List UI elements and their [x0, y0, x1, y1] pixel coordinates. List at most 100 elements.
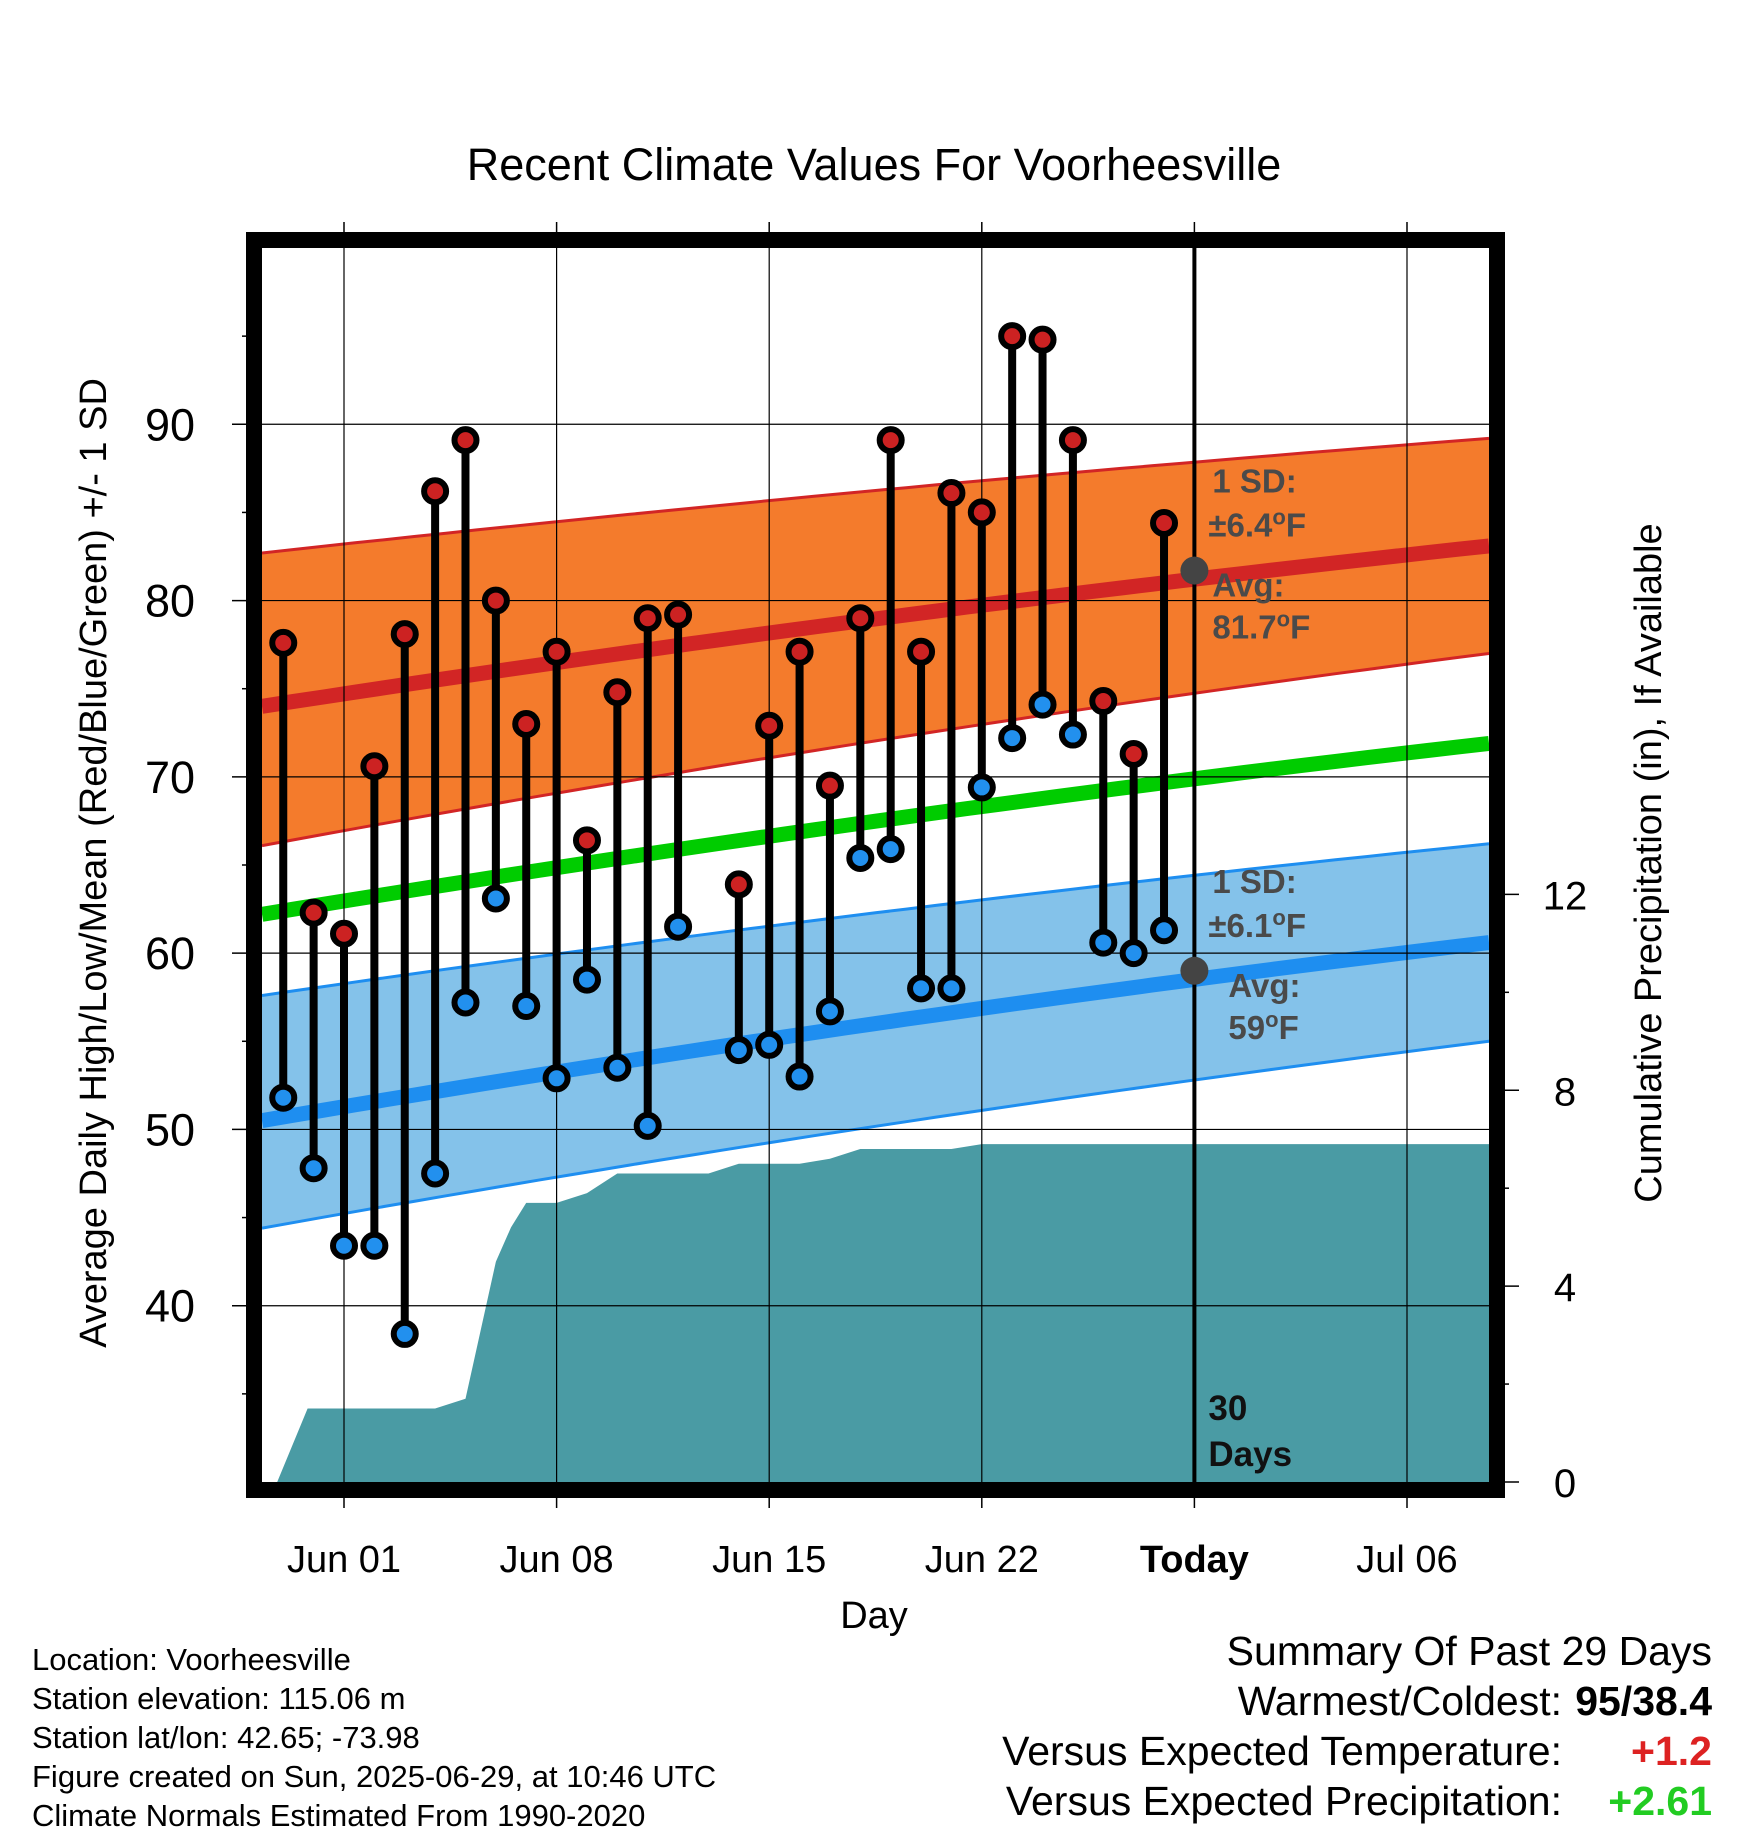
obs-low-point [724, 1036, 753, 1065]
x-tick-label: Jun 22 [925, 1539, 1039, 1581]
obs-high-point [330, 919, 359, 948]
obs-high-point [815, 771, 844, 800]
obs-high-point [724, 870, 753, 899]
days-label: Days [1208, 1435, 1292, 1474]
obs-high-point [1150, 509, 1179, 538]
precip-area [277, 1144, 1489, 1482]
y2-axis-label: Cumulative Precipitation (in), If Availa… [1628, 523, 1670, 1202]
obs-high-point [907, 637, 936, 666]
x-tick-label: Jun 08 [500, 1539, 614, 1581]
obs-low-point [846, 843, 875, 872]
low-sd-value: ±6.1oF [1208, 905, 1306, 944]
obs-low-point [967, 773, 996, 802]
high-avg-label: Avg: [1212, 567, 1284, 604]
obs-low-point [299, 1154, 328, 1183]
elevation-text: Station elevation: 115.06 m [32, 1681, 406, 1716]
days-count: 30 [1208, 1389, 1247, 1428]
y-tick-label: 90 [145, 399, 195, 450]
summary-precip-row: Versus Expected Precipitation: +2.61 [812, 1776, 1712, 1826]
y-tick-label: 40 [145, 1281, 195, 1332]
obs-low-point [360, 1231, 389, 1260]
obs-low-point [421, 1159, 450, 1188]
temp-label: Versus Expected Temperature: [1002, 1728, 1562, 1774]
obs-low-point [876, 835, 905, 864]
obs-high-point [937, 479, 966, 508]
obs-high-point [998, 322, 1027, 351]
obs-high-point [846, 604, 875, 633]
summary-panel: Summary Of Past 29 Days Warmest/Coldest:… [812, 1626, 1712, 1826]
obs-high-point [481, 586, 510, 615]
obs-high-point [299, 898, 328, 927]
obs-high-point [967, 498, 996, 527]
obs-high-point [1058, 426, 1087, 455]
obs-low-point [1119, 939, 1148, 968]
obs-high-point [512, 709, 541, 738]
y-tick-label: 80 [145, 576, 195, 627]
summary-warmest-row: Warmest/Coldest: 95/38.4 [812, 1676, 1712, 1726]
obs-low-point [269, 1083, 298, 1112]
obs-high-point [390, 620, 419, 649]
warmest-label: Warmest/Coldest: [1237, 1678, 1562, 1724]
created-text: Figure created on Sun, 2025-06-29, at 10… [32, 1759, 717, 1794]
obs-high-point [572, 826, 601, 855]
temp-value: +1.2 [1631, 1728, 1712, 1774]
obs-low-point [664, 912, 693, 941]
today-low-avg-marker [1180, 956, 1209, 985]
obs-low-point [1028, 690, 1057, 719]
obs-high-point [664, 600, 693, 629]
today-high-avg-marker [1180, 556, 1209, 585]
obs-low-point [1089, 928, 1118, 957]
high-avg-value: 81.7oF [1212, 607, 1310, 646]
y-tick-label: 50 [145, 1104, 195, 1155]
obs-low-point [785, 1062, 814, 1091]
obs-low-point [815, 997, 844, 1026]
y-axis-label: Average Daily High/Low/Mean (Red/Blue/Gr… [73, 378, 115, 1348]
obs-high-point [876, 426, 905, 455]
summary-title: Summary Of Past 29 Days [1226, 1628, 1712, 1674]
y-tick-label: 70 [145, 752, 195, 803]
normal-high-band [262, 438, 1489, 846]
obs-high-point [421, 477, 450, 506]
obs-high-point [269, 628, 298, 657]
obs-low-point [1058, 720, 1087, 749]
x-tick-label: Jul 06 [1356, 1539, 1457, 1581]
chart-title: Recent Climate Values For Voorheesville [467, 139, 1282, 190]
summary-temp-row: Versus Expected Temperature: +1.2 [812, 1726, 1712, 1776]
obs-high-point [451, 426, 480, 455]
obs-low-point [481, 884, 510, 913]
x-tick-label: Today [1140, 1539, 1249, 1581]
obs-high-point [1089, 687, 1118, 716]
warmest-value: 95/38.4 [1575, 1678, 1712, 1724]
obs-high-point [1119, 739, 1148, 768]
low-avg-value: 59oF [1228, 1007, 1298, 1046]
obs-high-point [360, 752, 389, 781]
location-text: Location: Voorheesville [32, 1642, 351, 1677]
obs-low-point [1150, 916, 1179, 945]
obs-low-point [572, 965, 601, 994]
obs-low-point [542, 1064, 571, 1093]
obs-high-point [785, 637, 814, 666]
y2-tick-label: 12 [1543, 874, 1588, 918]
y-tick-label: 60 [145, 928, 195, 979]
high-sd-label: 1 SD: [1212, 463, 1296, 500]
obs-high-point [1028, 325, 1057, 354]
obs-low-point [451, 988, 480, 1017]
normal-low-band [262, 843, 1489, 1229]
station-info: Location: Voorheesville Station elevatio… [32, 1640, 716, 1835]
obs-high-point [633, 604, 662, 633]
x-tick-label: Jun 15 [712, 1539, 826, 1581]
obs-high-point [603, 678, 632, 707]
obs-low-point [633, 1111, 662, 1140]
obs-low-point [390, 1319, 419, 1348]
normal-low-lower-line [262, 1039, 1489, 1230]
obs-low-point [755, 1030, 784, 1059]
high-sd-value: ±6.4oF [1208, 505, 1306, 544]
obs-low-point [937, 974, 966, 1003]
precip-value: +2.61 [1608, 1778, 1712, 1824]
normals-text: Climate Normals Estimated From 1990-2020 [32, 1798, 646, 1833]
low-sd-label: 1 SD: [1212, 863, 1296, 900]
low-avg-label: Avg: [1228, 967, 1300, 1004]
obs-low-point [330, 1231, 359, 1260]
obs-low-point [512, 992, 541, 1021]
